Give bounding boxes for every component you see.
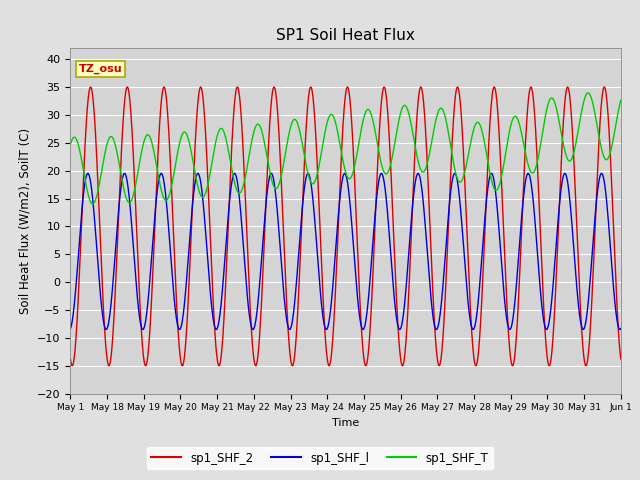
sp1_SHF_2 xyxy=(301,137,309,143)
sp1_SHF_T xyxy=(278,171,285,177)
sp1_SHF_T xyxy=(67,142,74,147)
sp1_SHF_2 xyxy=(67,356,74,362)
sp1_SHF_2 xyxy=(278,186,285,192)
sp1_SHF_2 xyxy=(607,153,614,158)
sp1_SHF_T xyxy=(89,201,97,207)
sp1_SHF_l xyxy=(67,325,74,331)
sp1_SHF_l xyxy=(606,241,614,247)
sp1_SHF_l xyxy=(84,170,92,176)
sp1_SHF_T xyxy=(547,96,555,101)
sp1_SHF_l xyxy=(129,244,137,250)
sp1_SHF_T xyxy=(162,197,170,203)
sp1_SHF_l xyxy=(617,325,625,331)
Line: sp1_SHF_2: sp1_SHF_2 xyxy=(70,87,621,366)
X-axis label: Time: Time xyxy=(332,418,359,428)
sp1_SHF_2 xyxy=(600,84,608,90)
sp1_SHF_l xyxy=(301,178,309,183)
sp1_SHF_2 xyxy=(162,93,170,98)
sp1_SHF_l xyxy=(547,306,555,312)
sp1_SHF_l xyxy=(616,326,624,332)
Line: sp1_SHF_l: sp1_SHF_l xyxy=(70,173,621,329)
Text: TZ_osu: TZ_osu xyxy=(79,63,122,74)
sp1_SHF_T xyxy=(607,149,614,155)
Y-axis label: Soil Heat Flux (W/m2), SoilT (C): Soil Heat Flux (W/m2), SoilT (C) xyxy=(19,128,31,314)
sp1_SHF_T xyxy=(129,192,137,198)
sp1_SHF_2 xyxy=(129,153,137,159)
Title: SP1 Soil Heat Flux: SP1 Soil Heat Flux xyxy=(276,28,415,43)
sp1_SHF_T xyxy=(301,159,309,165)
sp1_SHF_T xyxy=(617,97,625,103)
sp1_SHF_l xyxy=(162,195,170,201)
Line: sp1_SHF_T: sp1_SHF_T xyxy=(70,93,621,204)
sp1_SHF_2 xyxy=(68,363,76,369)
Legend: sp1_SHF_2, sp1_SHF_l, sp1_SHF_T: sp1_SHF_2, sp1_SHF_l, sp1_SHF_T xyxy=(147,447,493,469)
sp1_SHF_2 xyxy=(617,356,625,362)
sp1_SHF_T xyxy=(584,90,592,96)
sp1_SHF_l xyxy=(278,264,285,270)
sp1_SHF_2 xyxy=(547,358,555,363)
